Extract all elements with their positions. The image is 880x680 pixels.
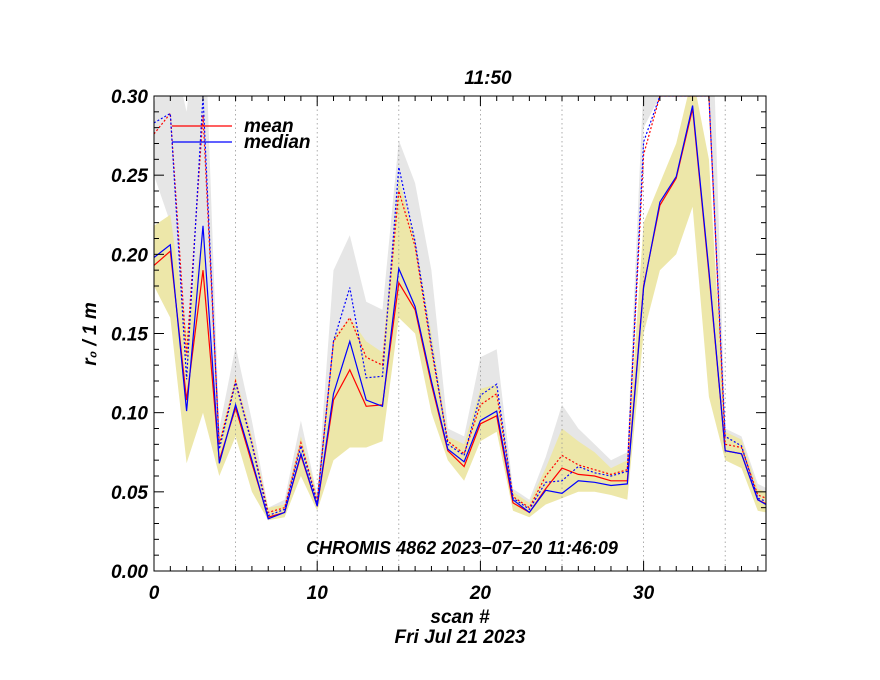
axis-ticks: 0 10 20 30 0.00 0.05 0.10 0.15 0.20 0.25 0.30 <box>111 87 766 604</box>
legend-label-mean: mean <box>244 116 294 137</box>
x-tick-label: 0 <box>149 583 160 604</box>
x-tick-label: 30 <box>633 583 655 604</box>
y-tick-label: 0.15 <box>111 325 148 346</box>
y-tick-label: 0.30 <box>111 87 148 108</box>
x-tick-label: 10 <box>307 583 329 604</box>
annotation-text: CHROMIS 4862 2023−07−20 11:46:09 <box>306 538 618 558</box>
x-axis-date-label: Fri Jul 21 2023 <box>395 627 526 648</box>
y-tick-label: 0.25 <box>111 166 148 187</box>
x-axis-label: scan # <box>430 607 490 628</box>
y-tick-label: 0.00 <box>111 562 148 583</box>
y-tick-label: 0.05 <box>111 483 148 504</box>
series-line-median <box>154 105 766 520</box>
chart-title: 11:50 <box>464 68 512 89</box>
plot-clip-area <box>154 96 766 571</box>
y-tick-label: 0.10 <box>111 404 148 425</box>
legend-label-median: median <box>244 132 311 153</box>
y-tick-label: 0.20 <box>111 245 148 266</box>
y-axis-label: r₀ / 1 m <box>80 302 101 366</box>
x-tick-label: 20 <box>469 583 492 604</box>
